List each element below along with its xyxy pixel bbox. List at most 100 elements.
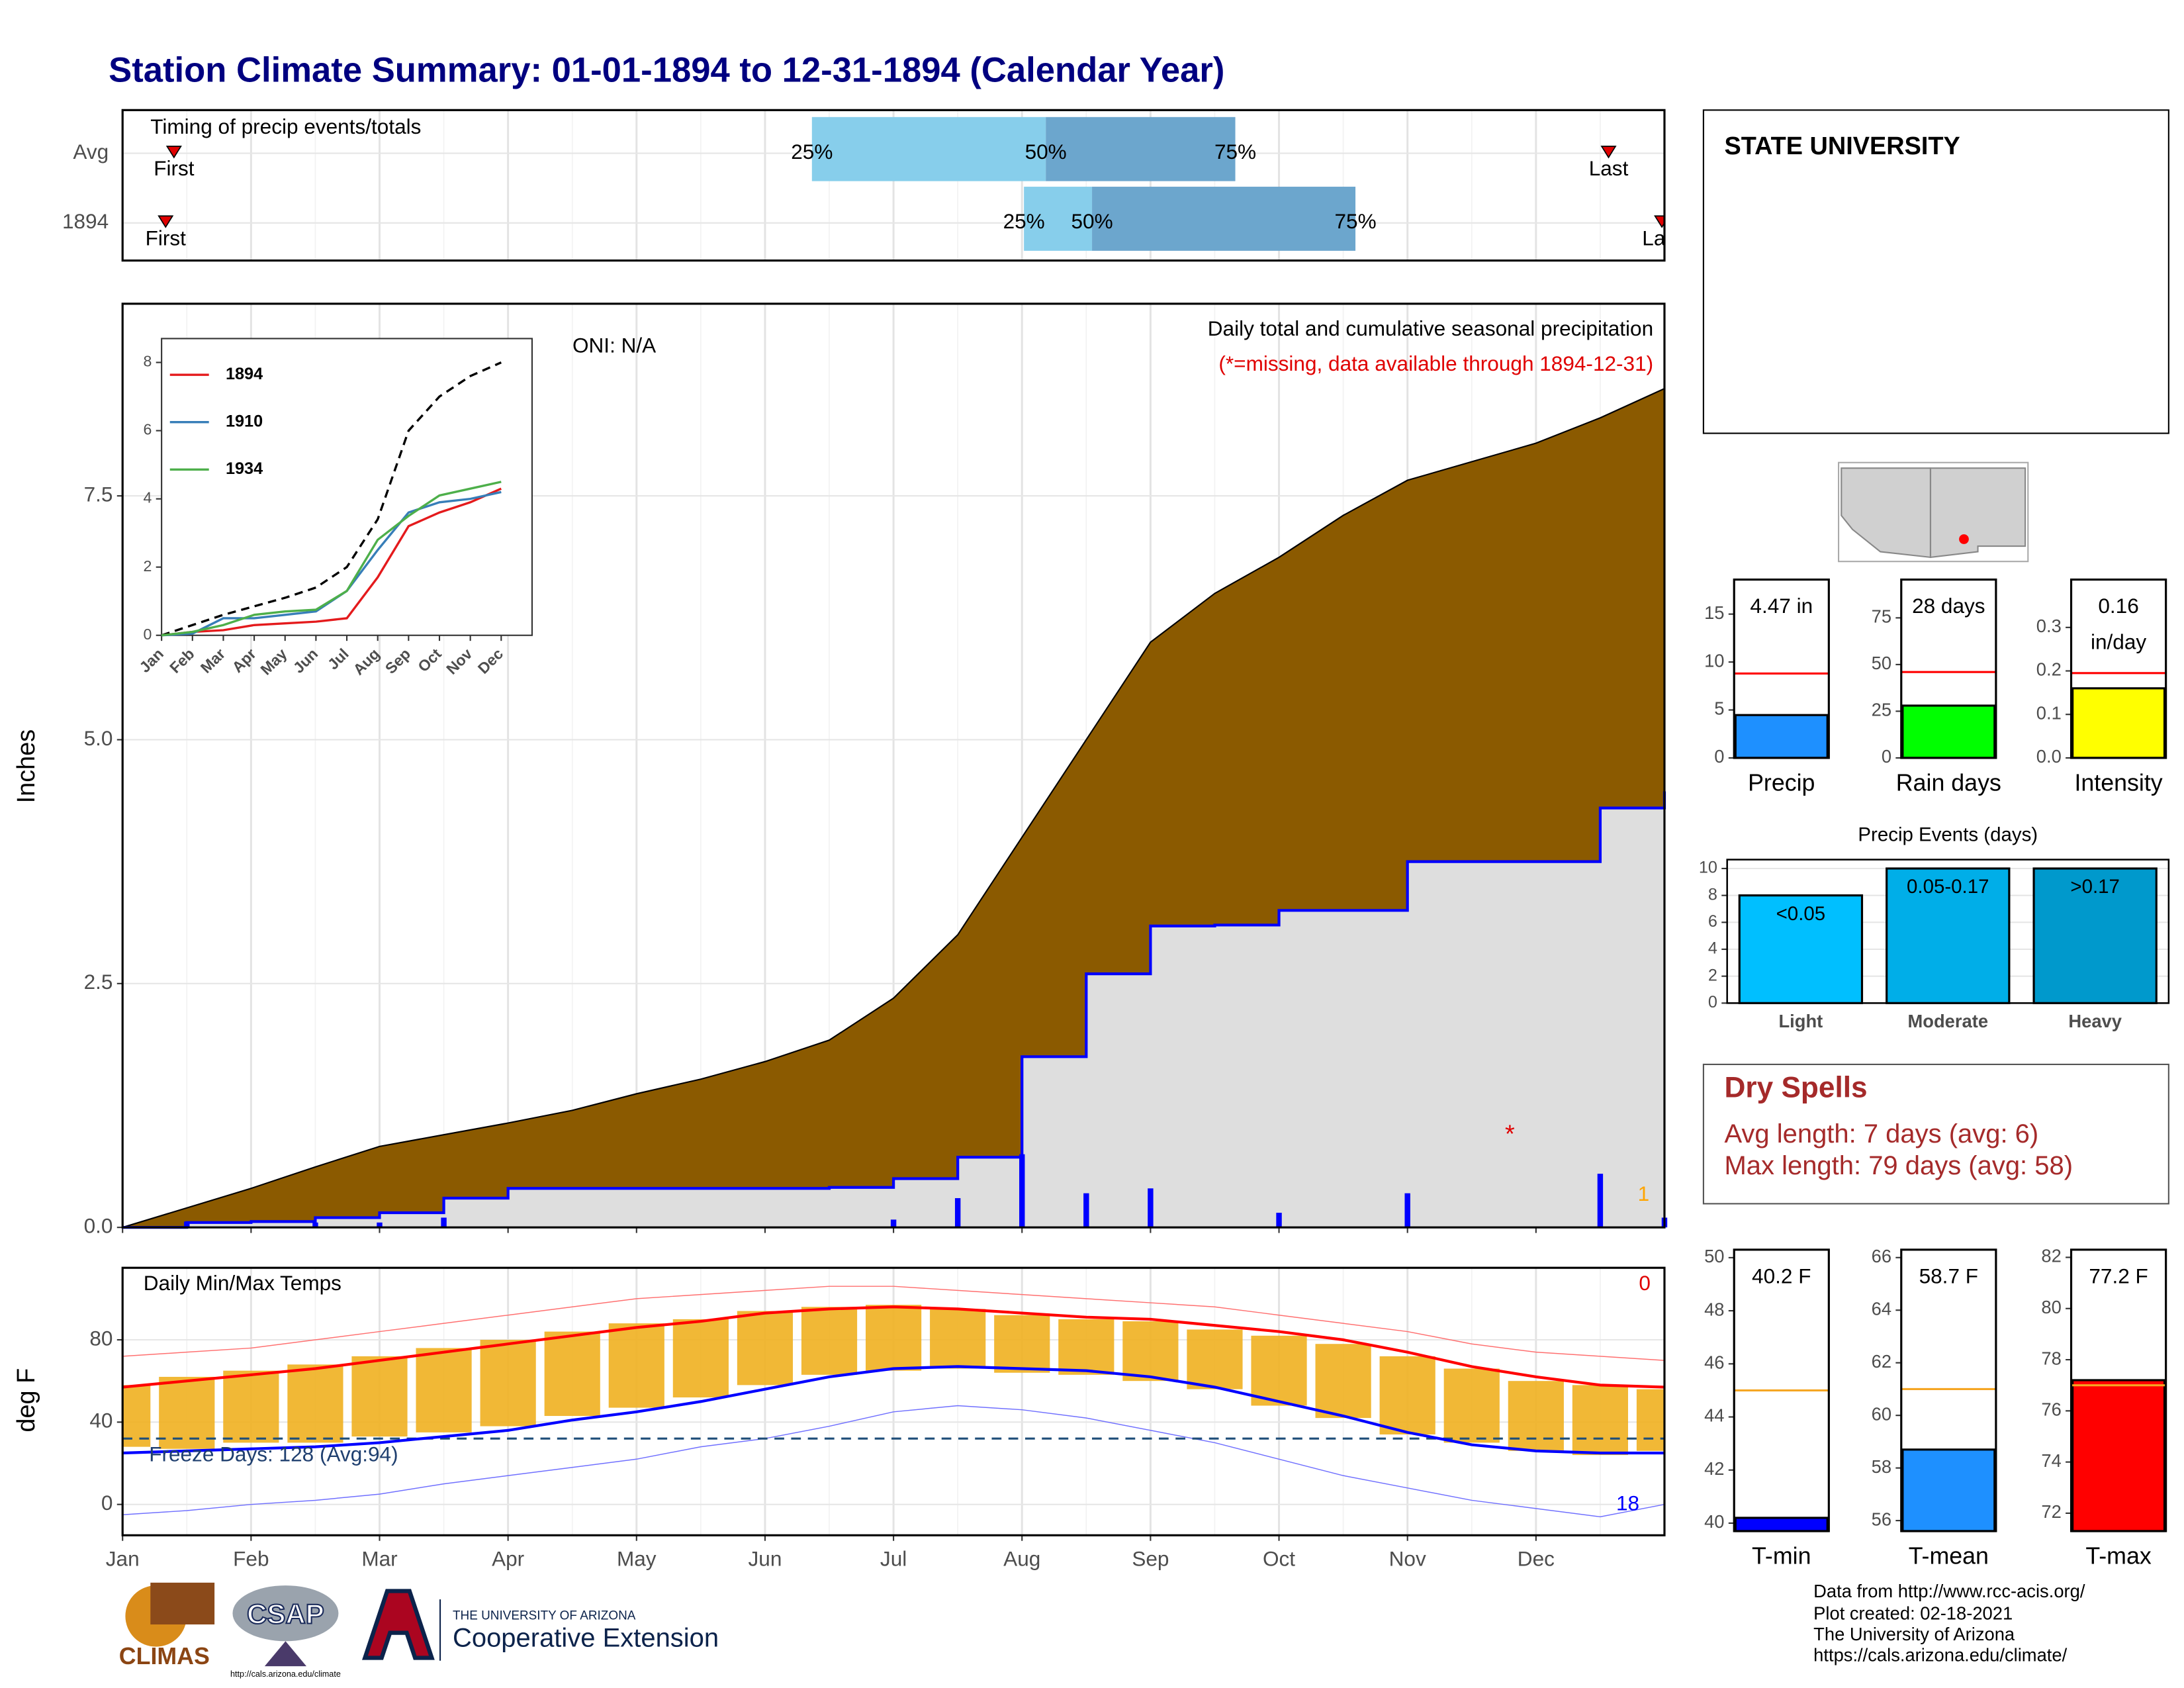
daily-temp-bar <box>1572 1385 1629 1456</box>
daily-temp-bar <box>994 1315 1050 1373</box>
gauge-bar <box>2071 1379 2166 1532</box>
daily-temp-bar <box>1058 1319 1115 1375</box>
y-tick-label: 44 <box>1704 1405 1724 1426</box>
event-marker <box>1600 146 1617 159</box>
x-tick-label: Moderate <box>1907 1011 1988 1031</box>
row-label: 1894 <box>62 209 109 233</box>
value-label: 77.2 F <box>2089 1264 2148 1288</box>
value-label: 58.7 F <box>1919 1264 1978 1288</box>
daily-temp-bar <box>866 1305 922 1371</box>
y-tick-label: 5.0 <box>84 726 113 750</box>
y-tick-label: 8 <box>144 353 152 370</box>
quartile-label: 75% <box>1334 209 1376 233</box>
events-title: Precip Events (days) <box>1858 824 2038 846</box>
annotation: 18 <box>1616 1491 1639 1515</box>
x-tick-label: Jun <box>749 1547 782 1571</box>
daily-temp-bar <box>1636 1389 1664 1451</box>
logo-url: http://cals.arizona.edu/climate <box>230 1669 341 1679</box>
daily-precip-bar <box>954 1197 961 1228</box>
y-tick-label: 5 <box>1714 698 1724 719</box>
daily-temp-bar <box>1508 1381 1564 1451</box>
y-tick-label: 64 <box>1872 1298 1891 1319</box>
station-name: STATE UNIVERSITY <box>1724 132 1960 160</box>
bin-label: <0.05 <box>1776 903 1826 925</box>
quartile-label: 75% <box>1214 140 1256 164</box>
credit: Plot created: 02-18-2021 <box>1813 1603 2013 1623</box>
logo-text: THE UNIVERSITY OF ARIZONA <box>453 1609 636 1622</box>
timing-clip: Timing of precip events/totals 25% 50% 75% F… <box>146 115 1664 251</box>
event-label: Last <box>1589 156 1629 180</box>
y-tick-label: 4 <box>1708 939 1717 958</box>
y-tick-label: 0 <box>101 1491 113 1515</box>
inset-line <box>161 361 502 637</box>
legend-label: 1910 <box>226 412 263 430</box>
y-tick-label: 0.0 <box>84 1214 113 1238</box>
timing-title: Timing of precip events/totals <box>150 115 421 138</box>
dry-spell-line: Max length: 79 days (avg: 58) <box>1724 1151 2073 1180</box>
y-tick-label: 0 <box>144 626 152 643</box>
y-tick-label: 66 <box>1872 1246 1891 1266</box>
y-tick-label: 2 <box>1708 966 1717 984</box>
daily-temp-bar <box>608 1323 664 1408</box>
daily-temp-bar <box>1251 1335 1307 1406</box>
year-cumulative-line <box>122 791 1666 1229</box>
bar <box>2032 867 2158 1004</box>
logo-text: CLIMAS <box>119 1643 210 1669</box>
y-tick-label: 6 <box>144 421 152 438</box>
y-tick-label: 40 <box>89 1409 113 1432</box>
gauge-bar <box>1901 1448 1996 1532</box>
y-tick-label: 76 <box>2041 1399 2061 1420</box>
value-label: 4.47 in <box>1750 594 1813 618</box>
y-tick-label: 40 <box>1704 1511 1724 1532</box>
annotation: Daily total and cumulative seasonal prec… <box>1208 316 1653 340</box>
gauge-bar <box>1734 1517 1829 1532</box>
y-tick-label: 82 <box>2041 1246 2061 1266</box>
y-tick-label: 15 <box>1704 602 1724 623</box>
legend-label: 1894 <box>226 365 263 383</box>
record-line <box>122 1286 1665 1361</box>
y-tick-label: 0 <box>1708 993 1717 1011</box>
y-tick-label: 56 <box>1872 1509 1891 1529</box>
daily-temp-bar <box>223 1370 279 1443</box>
daily-temp-bar <box>801 1307 858 1375</box>
bin-label: >0.17 <box>2070 876 2120 898</box>
annotation: 0 <box>1639 1271 1651 1295</box>
daily-precip-bar <box>1597 1174 1604 1228</box>
gauge-frame <box>1900 578 1997 759</box>
gauge-label: Rain days <box>1896 769 2001 796</box>
y-tick-label: 25 <box>1872 700 1891 720</box>
y-tick-label: 62 <box>1872 1351 1891 1372</box>
x-tick-label: Sep <box>1132 1547 1169 1571</box>
y-tick-label: 8 <box>1708 885 1717 904</box>
x-tick-label: Apr <box>492 1547 524 1571</box>
daily-temp-bar <box>480 1340 536 1427</box>
page-title: Station Climate Summary: 01-01-1894 to 1… <box>109 50 1224 89</box>
bin-label: 0.05-0.17 <box>1907 876 1989 898</box>
value-label: 40.2 F <box>1752 1264 1811 1288</box>
x-tick-label: Heavy <box>2068 1011 2122 1031</box>
y-tick-label: 6 <box>1708 912 1717 931</box>
daily-temp-bar <box>737 1311 794 1385</box>
y-tick-label: 50 <box>1872 653 1891 673</box>
gauge-label: Intensity <box>2074 769 2162 796</box>
legend-label: 1934 <box>226 459 263 478</box>
y-tick-label: 48 <box>1704 1299 1724 1319</box>
bar <box>1738 894 1864 1004</box>
daily-temp-bar <box>930 1309 986 1369</box>
daily-precip-bar <box>890 1219 897 1228</box>
y-tick-label: 78 <box>2041 1348 2061 1368</box>
y-tick-label: 74 <box>2041 1450 2061 1471</box>
y-tick-label: 2.5 <box>84 970 113 994</box>
inset-line <box>161 487 502 637</box>
timing-frame <box>121 109 1666 262</box>
dry-spells-box <box>1702 1063 2169 1205</box>
events-frame <box>1726 859 2170 1004</box>
y-tick-label: 80 <box>2041 1297 2061 1317</box>
y-tick-label: 10 <box>1704 650 1724 671</box>
daily-temp-bar <box>351 1356 408 1437</box>
y-tick-label: 80 <box>89 1326 113 1350</box>
quartile-label: 50% <box>1071 209 1113 233</box>
average-temp-line <box>122 1365 1664 1455</box>
gauge-frame <box>1733 578 1830 759</box>
inset-line <box>161 481 502 637</box>
